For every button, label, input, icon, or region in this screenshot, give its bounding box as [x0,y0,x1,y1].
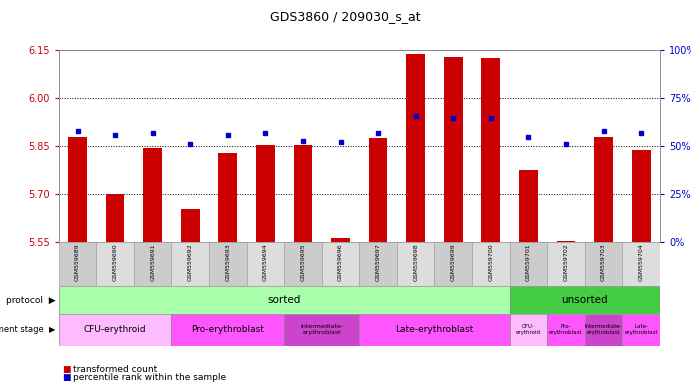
Text: unsorted: unsorted [562,295,608,305]
Bar [556,241,576,242]
Text: protocol  ▶: protocol ▶ [6,296,55,305]
Text: Intermediate-
erythroblast: Intermediate- erythroblast [301,324,343,335]
Bar [547,314,585,346]
Bar [143,148,162,242]
Bar [68,137,87,242]
Bar [331,237,350,242]
Bar [547,242,585,286]
Bar [585,242,623,286]
Bar [284,314,359,346]
Text: Intermediate-
erythroblast: Intermediate- erythroblast [585,324,623,335]
Bar [284,242,322,286]
Bar [406,53,425,242]
Bar [59,242,96,286]
Bar [509,314,547,346]
Bar [59,314,171,346]
Bar [632,149,650,242]
Text: GSM559693: GSM559693 [225,243,230,281]
Text: GSM559699: GSM559699 [451,243,456,281]
Bar [482,58,500,242]
Text: GSM559704: GSM559704 [638,243,643,281]
Text: GSM559701: GSM559701 [526,243,531,281]
Text: GSM559695: GSM559695 [301,243,305,281]
Text: development stage  ▶: development stage ▶ [0,325,55,334]
Text: transformed count: transformed count [73,365,157,374]
Text: GSM559696: GSM559696 [338,243,343,281]
Text: GSM559700: GSM559700 [489,243,493,281]
Bar [435,242,472,286]
Bar [359,314,509,346]
Text: GDS3860 / 209030_s_at: GDS3860 / 209030_s_at [270,10,421,23]
Text: ■: ■ [62,373,70,382]
Bar [181,209,200,242]
Text: GSM559702: GSM559702 [563,243,569,281]
Text: Pro-erythroblast: Pro-erythroblast [191,325,264,334]
Bar [209,242,247,286]
Bar [59,286,509,314]
Bar [594,137,613,242]
Text: Late-
erythroblast: Late- erythroblast [625,324,658,335]
Bar [322,242,359,286]
Text: GSM559692: GSM559692 [188,243,193,281]
Text: sorted: sorted [267,295,301,305]
Bar [623,314,660,346]
Bar [359,242,397,286]
Bar [509,242,547,286]
Bar [171,314,284,346]
Text: CFU-erythroid: CFU-erythroid [84,325,146,334]
Bar [585,314,623,346]
Text: GSM559703: GSM559703 [601,243,606,281]
Text: GSM559690: GSM559690 [113,243,117,281]
Bar [171,242,209,286]
Text: Pro-
erythroblast: Pro- erythroblast [549,324,583,335]
Bar [294,145,312,242]
Text: GSM559694: GSM559694 [263,243,268,281]
Text: percentile rank within the sample: percentile rank within the sample [73,373,226,382]
Bar [369,138,388,242]
Bar [509,286,660,314]
Text: GSM559689: GSM559689 [75,243,80,281]
Text: Late-erythroblast: Late-erythroblast [395,325,473,334]
Bar [397,242,435,286]
Text: CFU-
erythroid: CFU- erythroid [516,324,541,335]
Text: ■: ■ [62,365,70,374]
Bar [106,194,124,242]
Bar [247,242,284,286]
Bar [519,170,538,242]
Bar [218,153,237,242]
Bar [444,57,463,242]
Bar [623,242,660,286]
Bar [134,242,171,286]
Text: GSM559698: GSM559698 [413,243,418,281]
Text: GSM559697: GSM559697 [376,243,381,281]
Text: GSM559691: GSM559691 [150,243,155,281]
Bar [256,145,275,242]
Bar [96,242,134,286]
Bar [472,242,509,286]
